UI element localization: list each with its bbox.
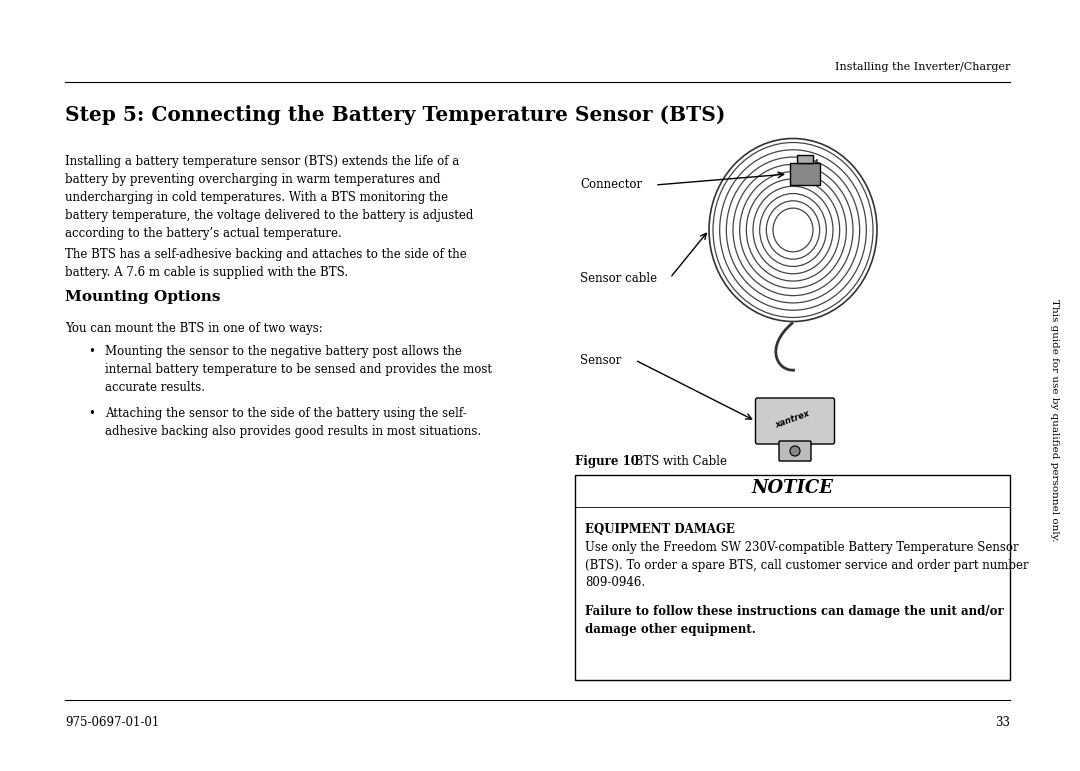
Circle shape <box>789 446 800 456</box>
Bar <box>797 155 813 163</box>
Text: 33: 33 <box>995 716 1010 729</box>
Text: NOTICE: NOTICE <box>752 479 834 497</box>
Bar <box>789 163 820 185</box>
Text: Installing a battery temperature sensor (BTS) extends the life of a
battery by p: Installing a battery temperature sensor … <box>65 155 473 240</box>
FancyBboxPatch shape <box>756 398 835 444</box>
Text: You can mount the BTS in one of two ways:: You can mount the BTS in one of two ways… <box>65 322 323 335</box>
Ellipse shape <box>723 153 863 308</box>
Text: Sensor: Sensor <box>580 353 621 366</box>
Text: BTS with Cable: BTS with Cable <box>627 455 727 468</box>
FancyBboxPatch shape <box>779 441 811 461</box>
Text: Mounting the sensor to the negative battery post allows the
internal battery tem: Mounting the sensor to the negative batt… <box>105 345 492 394</box>
Text: Attaching the sensor to the side of the battery using the self-
adhesive backing: Attaching the sensor to the side of the … <box>105 407 481 438</box>
Text: EQUIPMENT DAMAGE: EQUIPMENT DAMAGE <box>585 523 734 536</box>
Text: 975-0697-01-01: 975-0697-01-01 <box>65 716 159 729</box>
Text: •: • <box>87 345 95 358</box>
Text: xantrex: xantrex <box>773 409 810 429</box>
Text: The BTS has a self-adhesive backing and attaches to the side of the
battery. A 7: The BTS has a self-adhesive backing and … <box>65 248 467 279</box>
Text: Sensor cable: Sensor cable <box>580 271 657 284</box>
Text: •: • <box>87 407 95 420</box>
Text: Use only the Freedom SW 230V-compatible Battery Temperature Sensor
(BTS). To ord: Use only the Freedom SW 230V-compatible … <box>585 541 1028 589</box>
Bar <box>575 475 1010 680</box>
Text: Step 5: Connecting the Battery Temperature Sensor (BTS): Step 5: Connecting the Battery Temperatu… <box>65 105 726 125</box>
Text: Failure to follow these instructions can damage the unit and/or
damage other equ: Failure to follow these instructions can… <box>585 605 1003 635</box>
Text: Mounting Options: Mounting Options <box>65 290 220 304</box>
Text: This guide for use by qualified personnel only.: This guide for use by qualified personne… <box>1051 298 1059 541</box>
Text: Installing the Inverter/Charger: Installing the Inverter/Charger <box>835 62 1010 72</box>
Text: Figure 10: Figure 10 <box>575 455 639 468</box>
Text: Connector: Connector <box>580 179 643 191</box>
